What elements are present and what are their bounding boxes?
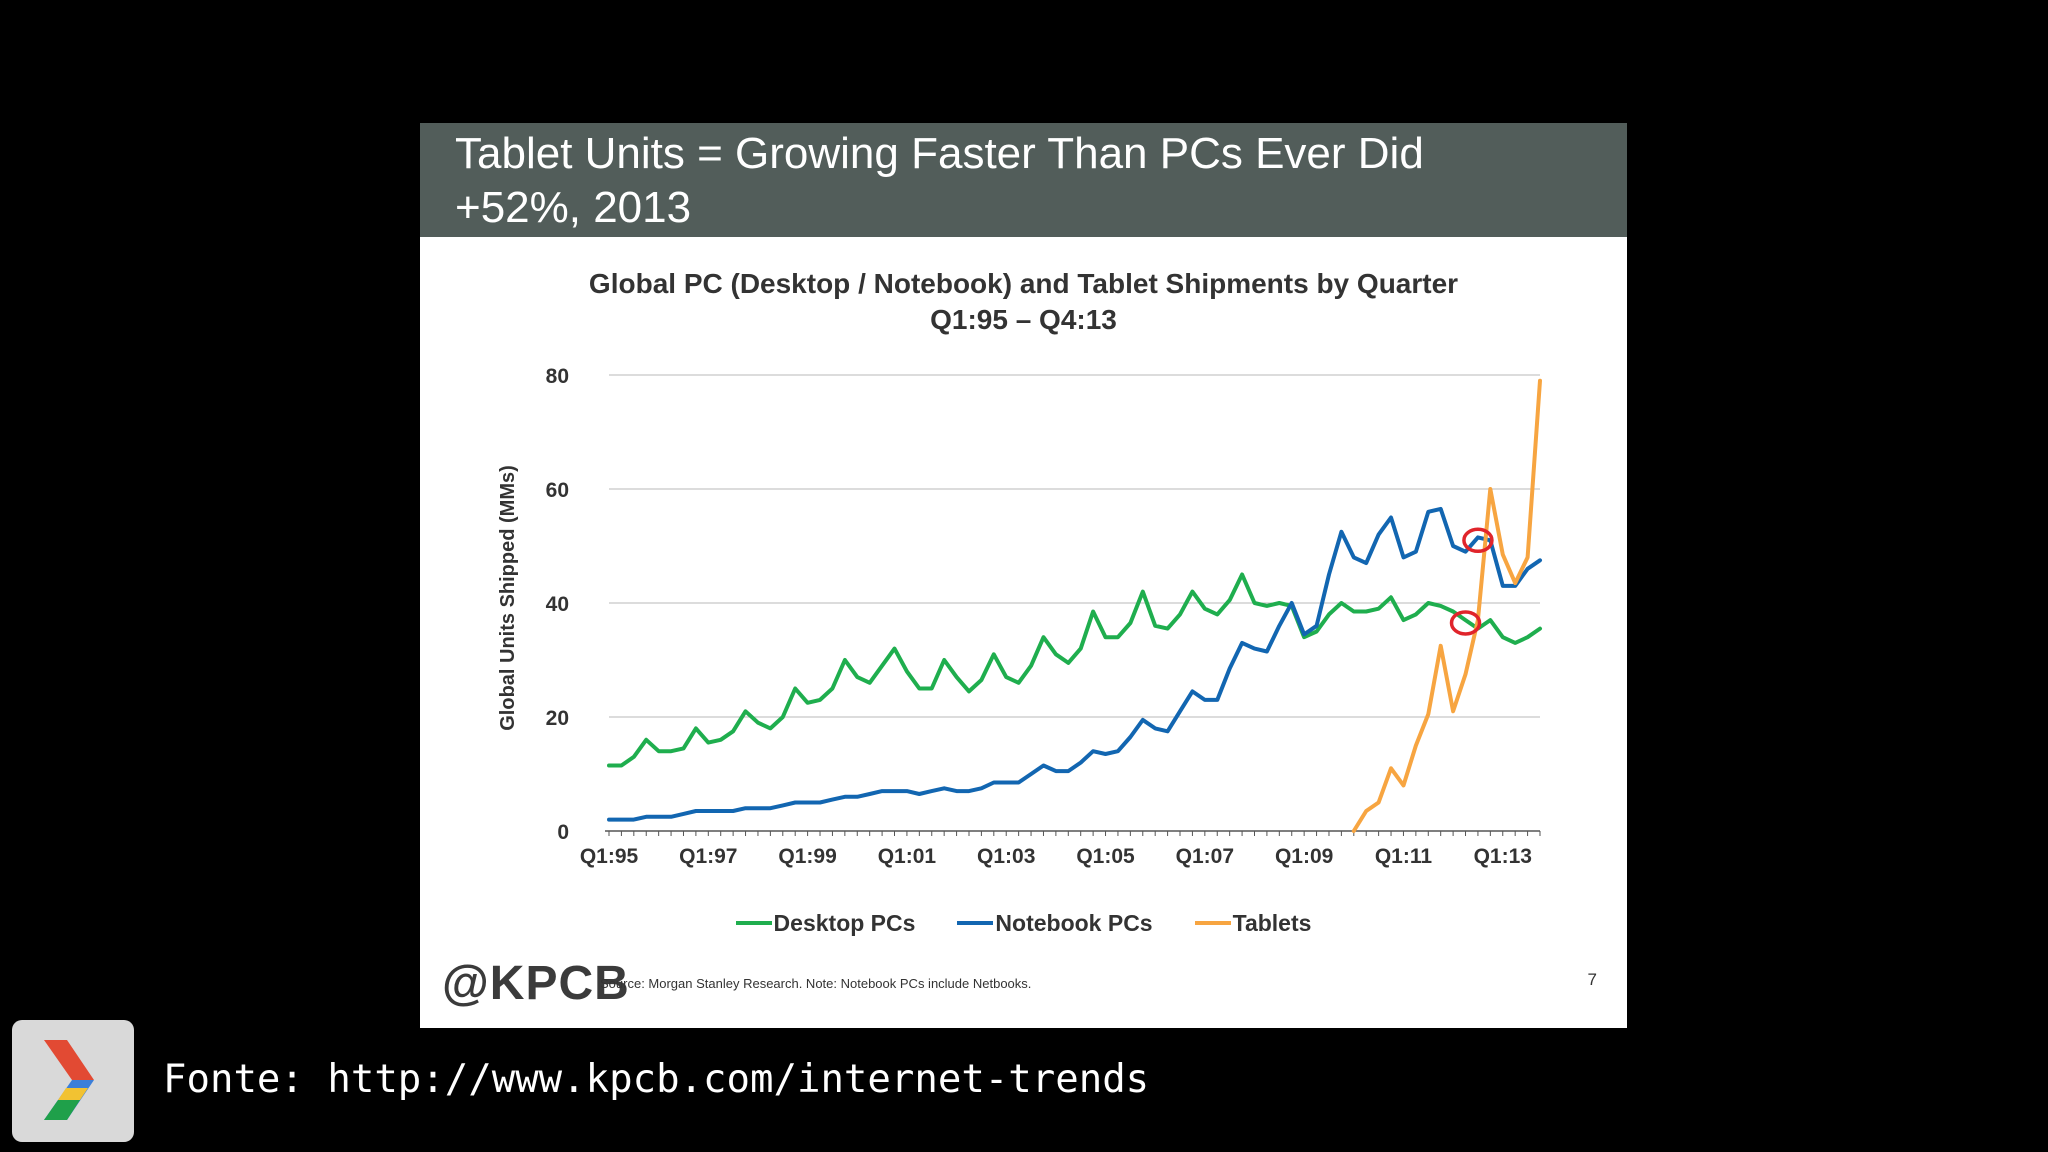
series-line-desktop bbox=[607, 572, 1542, 768]
x-tick-label: Q1:07 bbox=[1176, 845, 1234, 868]
legend-swatch bbox=[735, 921, 772, 925]
legend-label: Notebook PCs bbox=[995, 909, 1153, 936]
slide-header: Tablet Units = Growing Faster Than PCs E… bbox=[420, 123, 1627, 237]
chart-legend: Desktop PCs Notebook PCs Tablets bbox=[420, 905, 1627, 941]
series-line-tablet bbox=[1351, 378, 1542, 833]
series-lines bbox=[607, 378, 1542, 833]
slide-title: Tablet Units = Growing Faster Than PCs E… bbox=[455, 129, 1424, 178]
x-tick-label: Q1:97 bbox=[679, 845, 737, 868]
x-tick-label: Q1:03 bbox=[977, 845, 1035, 868]
annotations bbox=[1449, 527, 1494, 636]
x-tick-label: Q1:11 bbox=[1375, 845, 1433, 868]
slide: Tablet Units = Growing Faster Than PCs E… bbox=[420, 123, 1627, 1028]
y-tick-label: 40 bbox=[546, 593, 569, 616]
kpcb-logo: @KPCB bbox=[442, 957, 630, 1010]
legend-label: Tablets bbox=[1232, 909, 1312, 936]
y-tick-label: 0 bbox=[557, 821, 569, 844]
x-tick-label: Q1:99 bbox=[778, 845, 836, 868]
legend-item-notebook: Notebook PCs bbox=[957, 905, 1153, 941]
legend-swatch bbox=[1194, 921, 1231, 925]
y-tick-label: 20 bbox=[546, 707, 569, 730]
y-axis-label: Global Units Shipped (MMs) bbox=[497, 465, 519, 731]
legend-item-tablet: Tablets bbox=[1194, 905, 1312, 941]
source-note: Source: Morgan Stanley Research. Note: N… bbox=[600, 976, 1032, 991]
footer-source-link[interactable]: Fonte: http://www.kpcb.com/internet-tren… bbox=[163, 1057, 1150, 1102]
series-line-notebook bbox=[607, 506, 1542, 822]
line-chart: 0 20 40 60 80 Q1:95 Q1:97 Q1:99 Q1:01 Q1:03 Q1:05 Q… bbox=[497, 365, 1542, 868]
highlight-circle bbox=[1462, 527, 1494, 554]
x-tick-label: Q1:09 bbox=[1275, 845, 1333, 868]
x-tick-label: Q1:13 bbox=[1474, 845, 1532, 868]
y-tick-label: 60 bbox=[546, 479, 569, 502]
legend-label: Desktop PCs bbox=[773, 909, 916, 936]
x-tick-label: Q1:01 bbox=[878, 845, 937, 868]
legend-swatch bbox=[957, 921, 994, 925]
x-tick-label: Q1:05 bbox=[1076, 845, 1135, 868]
chart-subtitle: Q1:95 – Q4:13 bbox=[930, 304, 1117, 335]
page-number: 7 bbox=[1587, 970, 1597, 989]
slide-subtitle: +52%, 2013 bbox=[455, 183, 692, 232]
x-tick-label: Q1:95 bbox=[580, 845, 639, 868]
chevron-badge-icon bbox=[12, 1020, 134, 1142]
chart-title: Global PC (Desktop / Notebook) and Table… bbox=[588, 268, 1459, 299]
legend-item-desktop: Desktop PCs bbox=[735, 905, 916, 941]
y-tick-label: 80 bbox=[546, 365, 569, 388]
axes: 0 20 40 60 80 Q1:95 Q1:97 Q1:99 Q1:01 Q1:03 Q1:05 Q… bbox=[546, 365, 1541, 868]
highlight-circle bbox=[1449, 610, 1482, 636]
chevron-icon bbox=[44, 1040, 94, 1120]
